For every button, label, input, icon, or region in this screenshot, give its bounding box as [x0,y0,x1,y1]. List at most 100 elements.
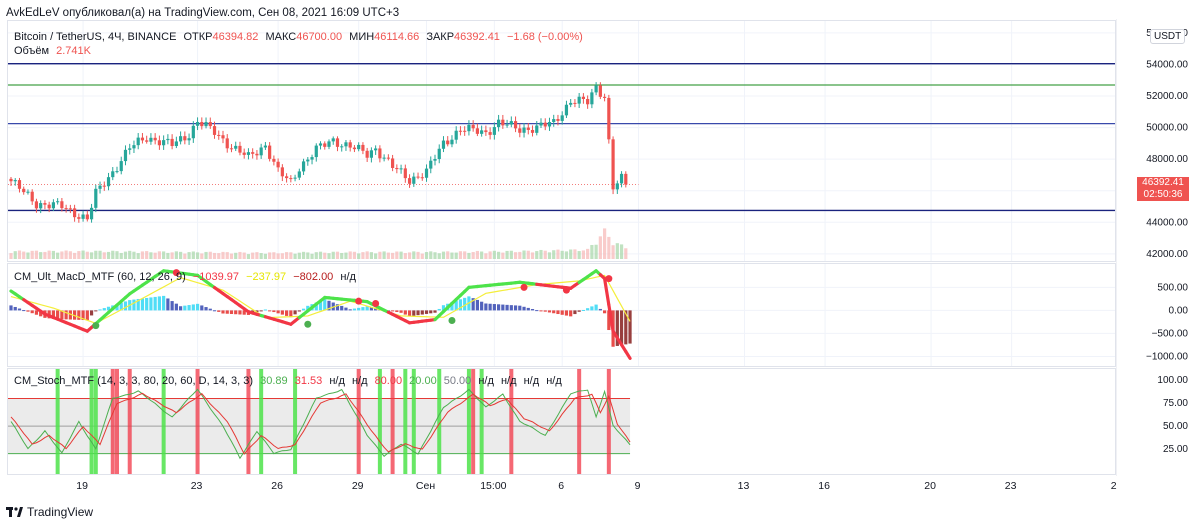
candle-body [323,143,327,147]
candle-body [9,178,13,182]
volume-bar [289,252,293,259]
volume-bar [106,251,111,259]
candle-body [170,138,174,147]
volume-bar [556,249,560,259]
stoch-red-signal-bar [195,369,200,474]
volume-bar [73,252,77,259]
candle-body [22,188,26,193]
macd-histogram-bar [569,310,573,317]
volume-bar [89,252,94,259]
low-value: 46114.66 [374,31,420,43]
stoch-panel[interactable] [7,368,1116,475]
stoch-red-signal-bar [577,369,582,474]
candle-body [590,92,594,105]
macd-histogram-bar [136,298,140,311]
volume-bar [47,250,51,259]
candle-body [624,173,628,185]
volume-bar [607,236,611,259]
macd-histogram-bar [191,304,195,311]
volume-bar [335,251,340,259]
macd-histogram-bar [306,305,310,311]
macd-histogram-bar [586,308,590,311]
volume-bar [569,249,573,259]
footer-brand[interactable]: TradingView [6,505,93,519]
volume-bar [552,250,556,259]
stoch-chart[interactable] [8,369,1115,474]
volume-bar [509,250,513,259]
volume-bar [157,251,161,259]
volume-bar [391,252,395,259]
stoch-legend[interactable]: CM_Stoch_MTF (14, 3, 3, 80, 20, 60, D, 1… [14,375,566,387]
candle-body [603,96,607,98]
volume-bar [94,250,98,259]
macd-chart[interactable] [8,264,1115,366]
macd-histogram-bar [162,295,166,311]
stoch-axis[interactable]: 100.00 75.00 50.00 25.00 [1116,367,1200,476]
candle-body [365,150,369,158]
candle-body [437,148,441,160]
candle-body [344,142,348,147]
macd-axis-tick-label: −500.00 [1152,328,1189,339]
time-axis-tick-label: 19 [76,480,88,492]
candle-body [497,119,501,128]
macd-histogram-bar [492,304,496,311]
stoch-green-signal-bar [403,369,408,474]
stoch-value-9: н/д [500,375,517,387]
volume-bar [327,253,331,259]
candle-body [458,130,463,132]
price-chart[interactable] [8,21,1115,261]
stoch-green-signal-bar [377,369,382,474]
volume-legend[interactable]: Объём 2.741K [14,45,95,57]
macd-histogram-bar [9,305,13,311]
candle-body [297,171,301,178]
candle-body [106,177,111,187]
candle-body [378,148,382,159]
macd-histogram-bar [603,310,607,314]
volume-bar [497,251,501,259]
stoch-red-signal-bar [606,369,611,474]
volume-bar [424,252,429,259]
volume-bar [386,252,390,259]
volume-bar [318,251,323,259]
price-axis[interactable]: 42000.0044000.0046000.0048000.0050000.00… [1116,19,1200,263]
stoch-d-line [10,392,631,455]
volume-bar [149,252,153,259]
stoch-axis-tick-label: 100.00 [1157,375,1188,386]
currency-badge[interactable]: USDT [1150,29,1186,44]
volume-bar [183,253,187,259]
symbol-legend[interactable]: Bitcoin / TetherUS, 4Ч, BINANCE ОТКР4639… [14,31,587,43]
macd-histogram-bar [454,300,458,311]
stoch-green-signal-bar [89,369,94,474]
volume-bar [314,252,318,259]
candle-body [581,96,585,100]
high-value: 46700.00 [296,31,343,43]
volume-bar [208,251,212,259]
close-value: 46392.41 [454,31,500,43]
price-axis-tick-label: 50000.00 [1146,123,1188,134]
macd-histogram-bar [272,310,276,313]
stoch-red-signal-bar [471,369,476,474]
candle-body [132,145,136,149]
volume-bar [412,251,416,259]
time-axis-tick-label: 16 [818,480,830,492]
macd-histogram-bar [530,309,535,311]
macd-histogram-bar [403,310,407,315]
candle-body [564,104,569,116]
volume-bar [119,252,123,259]
volume-bar [573,249,577,259]
macd-legend[interactable]: CM_Ult_MacD_MTF (60, 12, 26, 9) −1039.97… [14,271,360,283]
volume-bar [229,253,234,259]
price-panel[interactable] [7,20,1116,262]
macd-axis[interactable]: 500.00 0.00 −500.00 −1000.00 [1116,262,1200,368]
macd-histogram-bar [225,310,229,314]
stoch-value-2: 31.53 [294,375,323,387]
candle-body [246,152,251,155]
stoch-red-signal-bar [115,369,119,474]
candle-body [94,188,98,208]
candle-body [217,134,221,136]
macd-cross-marker [355,297,363,305]
macd-panel[interactable] [7,263,1116,367]
time-axis[interactable]: 19 23 26 29 Сен 15:00 6 9 13 16 20 23 27 [7,476,1117,496]
candle-body [140,137,145,141]
volume-bar [26,252,30,259]
